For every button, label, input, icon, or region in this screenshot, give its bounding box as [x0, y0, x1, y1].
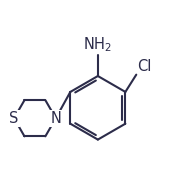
- Text: S: S: [9, 111, 19, 126]
- Text: Cl: Cl: [137, 59, 152, 74]
- Text: NH$_2$: NH$_2$: [83, 35, 112, 54]
- Text: N: N: [50, 111, 61, 126]
